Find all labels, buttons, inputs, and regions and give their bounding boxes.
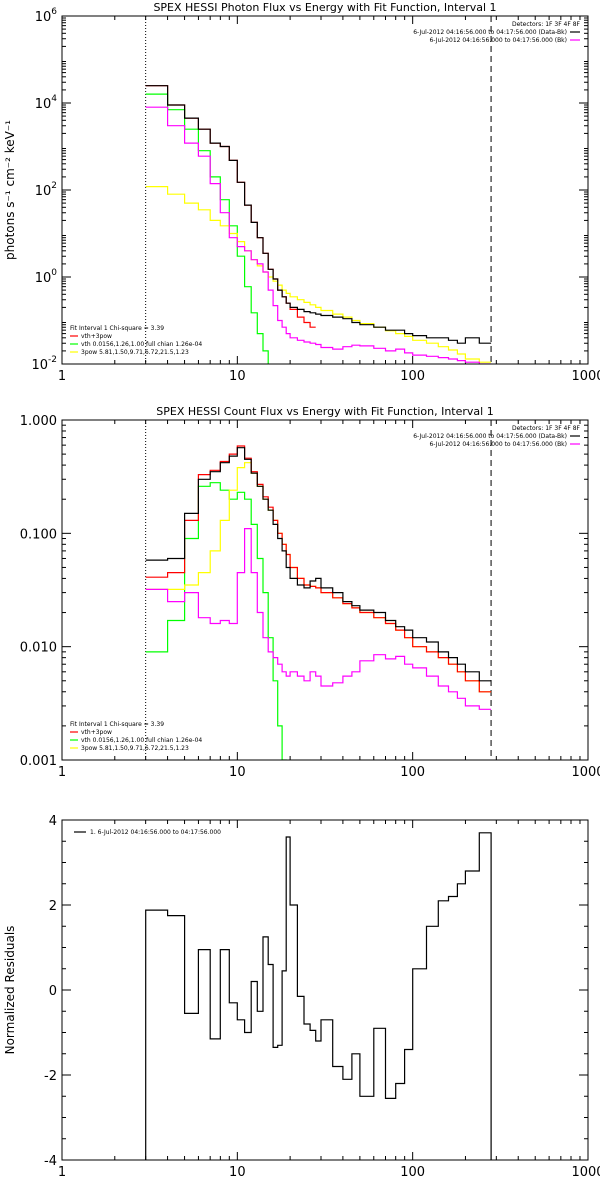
- series-line-4: [145, 445, 492, 693]
- y-tick-label: 1.000: [20, 414, 57, 429]
- y-tick-label: 0.010: [20, 641, 57, 656]
- fit-legend-title: Fit Interval 1 Chi-square = 3.39: [70, 721, 164, 728]
- fit-legend-entry: vth 0.0156,1.26,1.00 full chian 1.26e-04: [81, 737, 202, 744]
- x-tick-label: 100: [400, 765, 425, 780]
- x-tick-label: 10: [229, 1165, 246, 1180]
- y-axis-label: photons s⁻¹ cm⁻² keV⁻¹: [3, 120, 17, 260]
- legend-entry: 6-Jul-2012 04:16:56.000 to 04:17:56.000 …: [429, 441, 567, 448]
- legend-entry: 1. 6-Jul-2012 04:16:56.000 to 04:17:56.0…: [90, 829, 221, 836]
- chart-panel-2: SPEX HESSI Count Flux vs Energy with Fit…: [20, 405, 600, 780]
- fit-legend-title: Fit Interval 1 Chi-square = 3.39: [70, 325, 164, 332]
- y-tick-label: 106: [35, 7, 58, 25]
- y-tick-label: -4: [44, 1154, 57, 1169]
- y-tick-label: 0: [49, 984, 57, 999]
- y-tick-label: 10-2: [31, 355, 57, 373]
- y-tick-label: 104: [35, 94, 58, 112]
- x-tick-label: 1: [58, 1165, 66, 1180]
- y-tick-label: -2: [44, 1069, 57, 1084]
- x-tick-label: 100: [400, 369, 425, 384]
- plot-frame: [61, 419, 589, 761]
- series-line-3: [145, 528, 492, 710]
- fit-legend-entry: 3pow 5.81,1.50,9.71,6.72,21.5,1.23: [81, 745, 189, 752]
- legend-title: Detectors: 1F 3F 4F 8F: [512, 425, 581, 432]
- series-line-2: [145, 93, 269, 364]
- fit-legend-entry: vth+3pow: [81, 333, 112, 340]
- series-line-1: [145, 85, 316, 328]
- chart-title: SPEX HESSI Count Flux vs Energy with Fit…: [156, 405, 493, 418]
- series-group: [145, 85, 492, 364]
- fit-legend-entry: vth+3pow: [81, 729, 112, 736]
- series-line-5: [145, 85, 492, 344]
- y-tick-label: 2: [49, 899, 57, 914]
- series-line-4: [145, 106, 492, 364]
- y-tick-label: 100: [35, 268, 58, 286]
- legend-entry: 6-Jul-2012 04:16:56.000 to 04:17:56.000 …: [429, 37, 567, 44]
- x-tick-label: 1: [58, 765, 66, 780]
- legend-entry: 6-Jul-2012 04:16:56.000 to 04:17:56.000 …: [413, 433, 567, 440]
- series-line-5: [145, 447, 492, 682]
- y-tick-label: 0.001: [20, 754, 57, 769]
- fit-legend-entry: 3pow 5.81,1.50,9.71,6.72,21.5,1.23: [81, 349, 189, 356]
- y-tick-label: 0.100: [20, 527, 57, 542]
- x-tick-label: 1: [58, 369, 66, 384]
- fit-legend-entry: vth 0.0156,1.26,1.00 full chian 1.26e-04: [81, 341, 202, 348]
- series-line-3: [145, 186, 492, 363]
- series-group: [145, 445, 492, 760]
- x-tick-label: 100: [400, 1165, 425, 1180]
- legend-entry: 6-Jul-2012 04:16:56.000 to 04:17:56.000 …: [413, 29, 567, 36]
- series-line-1: [145, 832, 492, 1160]
- y-tick-label: 4: [49, 814, 57, 829]
- x-tick-label: 10: [229, 369, 246, 384]
- chart-title: SPEX HESSI Photon Flux vs Energy with Fi…: [153, 1, 496, 14]
- x-tick-label: 10: [229, 765, 246, 780]
- series-group: [145, 832, 492, 1160]
- y-axis-label: Normalized Residuals: [3, 926, 17, 1055]
- plot-frame: [61, 15, 589, 365]
- plot-frame: [61, 819, 589, 1161]
- chart-panel-1: SPEX HESSI Photon Flux vs Energy with Fi…: [3, 1, 600, 384]
- y-tick-label: 102: [35, 181, 57, 199]
- legend-title: Detectors: 1F 3F 4F 8F: [512, 21, 581, 28]
